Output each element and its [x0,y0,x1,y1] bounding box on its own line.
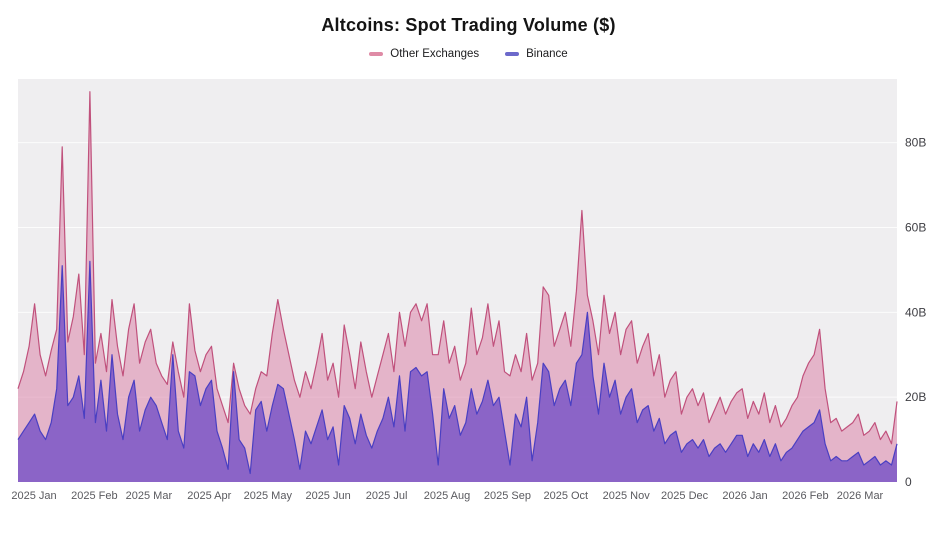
legend-label-other-exchanges: Other Exchanges [390,48,480,60]
legend-item-other-exchanges[interactable]: Other Exchanges [369,48,479,60]
x-axis-label-2025-nov: 2025 Nov [603,490,651,502]
x-axis-label-2025-jan: 2025 Jan [11,490,56,502]
series-line-binance [17,260,898,475]
other-exchanges-marker-icon [369,52,384,56]
x-axis-label-2025-may: 2025 May [244,490,293,502]
x-axis-label-2025-jun: 2025 Jun [305,490,350,502]
chart-legend: Other Exchanges Binance [0,46,937,62]
legend-label-binance: Binance [526,48,568,60]
series-line-other-exchanges [17,91,898,445]
chart-title: Altcoins: Spot Trading Volume ($) [321,15,616,35]
y-axis-label-20B: 20B [905,390,926,404]
x-axis-label-2026-feb: 2026 Feb [782,490,828,502]
x-axis-label-2026-mar: 2026 Mar [837,490,884,502]
x-axis-label-2025-dec: 2025 Dec [661,490,709,502]
legend-item-binance[interactable]: Binance [505,48,568,60]
y-axis-label-60B: 60B [905,220,926,234]
y-axis-label-80B: 80B [905,136,926,150]
x-axis-label-2025-jul: 2025 Jul [366,490,408,502]
y-axis-label-0: 0 [905,475,912,489]
x-axis-label-2025-aug: 2025 Aug [424,490,471,502]
x-axis-label-2025-mar: 2025 Mar [126,490,173,502]
x-axis-label-2025-feb: 2025 Feb [71,490,117,502]
y-axis-label-40B: 40B [905,305,926,319]
x-axis-label-2025-oct: 2025 Oct [543,490,588,502]
binance-marker-icon [505,52,520,56]
x-axis-label-2026-jan: 2026 Jan [722,490,767,502]
x-axis-label-2025-apr: 2025 Apr [187,490,231,502]
x-axis-label-2025-sep: 2025 Sep [484,490,531,502]
